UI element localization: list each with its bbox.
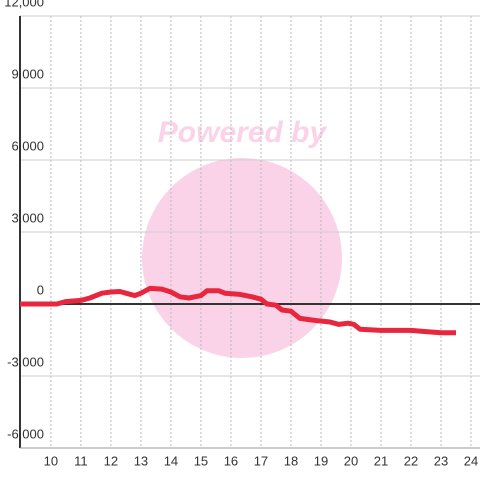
x-tick-label: 16 bbox=[224, 453, 238, 468]
x-tick-label: 13 bbox=[134, 453, 148, 468]
x-tick-label: 21 bbox=[374, 453, 388, 468]
watermark-circle bbox=[142, 158, 342, 358]
x-tick-label: 12 bbox=[104, 453, 118, 468]
y-tick-label: -3,000 bbox=[7, 354, 44, 369]
x-tick-label: 22 bbox=[404, 453, 418, 468]
watermark-text: Powered by bbox=[158, 116, 328, 149]
y-tick-label: 6,000 bbox=[11, 138, 44, 153]
x-tick-label: 11 bbox=[74, 453, 88, 468]
x-tick-label: 24 bbox=[464, 453, 478, 468]
x-tick-label: 10 bbox=[44, 453, 58, 468]
y-tick-label: -6,000 bbox=[7, 426, 44, 441]
x-tick-label: 14 bbox=[164, 453, 178, 468]
data-line bbox=[20, 285, 456, 336]
x-tick-label: 15 bbox=[194, 453, 208, 468]
y-tick-label: 3,000 bbox=[11, 210, 44, 225]
y-tick-label: 9,000 bbox=[11, 66, 44, 81]
x-tick-label: 20 bbox=[344, 453, 358, 468]
x-tick-label: 23 bbox=[434, 453, 448, 468]
x-tick-label: 19 bbox=[314, 453, 328, 468]
y-tick-label: 12,000 bbox=[4, 0, 44, 9]
x-tick-label: 18 bbox=[284, 453, 298, 468]
x-tick-label: 17 bbox=[254, 453, 268, 468]
y-tick-label: 0 bbox=[37, 282, 44, 297]
